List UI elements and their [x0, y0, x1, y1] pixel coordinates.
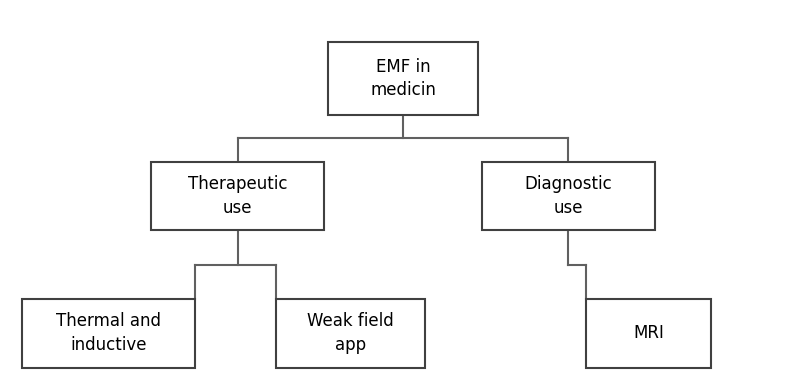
Text: Weak field
app: Weak field app [307, 312, 394, 354]
FancyBboxPatch shape [587, 299, 712, 368]
Text: Diagnostic
use: Diagnostic use [525, 175, 612, 217]
Text: EMF in
medicin: EMF in medicin [370, 58, 436, 99]
Text: Therapeutic
use: Therapeutic use [188, 175, 288, 217]
FancyBboxPatch shape [276, 299, 426, 368]
FancyBboxPatch shape [481, 162, 654, 230]
FancyBboxPatch shape [23, 299, 195, 368]
Text: MRI: MRI [634, 324, 664, 342]
Text: Thermal and
inductive: Thermal and inductive [56, 312, 161, 354]
FancyBboxPatch shape [152, 162, 324, 230]
FancyBboxPatch shape [329, 42, 477, 114]
